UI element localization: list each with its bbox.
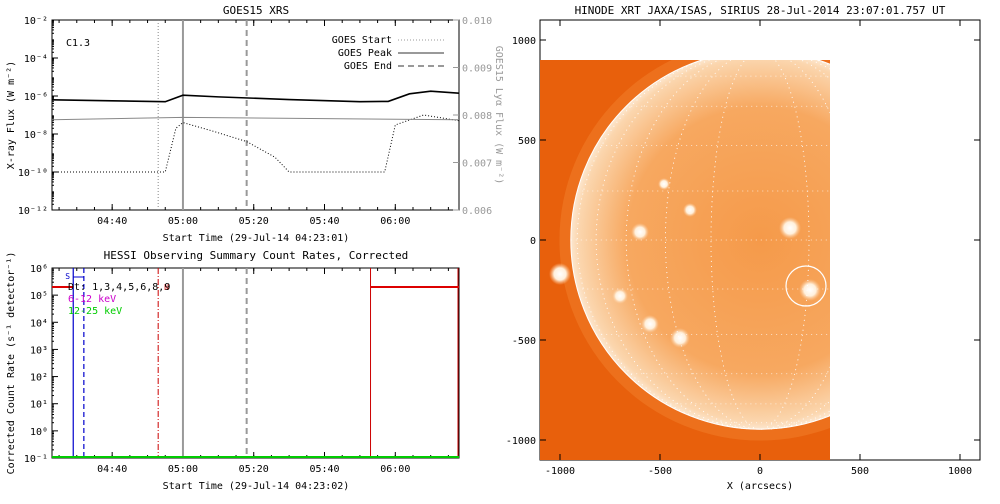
- goes-y2-axis: 0.010 0.009 0.008 0.007 0.006: [453, 16, 492, 217]
- goes-series-long: [52, 90, 459, 103]
- y-tick-label: 10⁻⁸: [24, 130, 48, 141]
- x-tick-label: -1000: [545, 466, 575, 477]
- y-tick-label: 10⁻¹: [24, 454, 48, 465]
- x-tick-label: 05:00: [168, 216, 198, 227]
- xrt-x-axis: -1000 -500 0 500 1000: [545, 20, 972, 477]
- goes-series-short: [52, 114, 459, 173]
- y-tick-label: 10⁶: [30, 264, 48, 275]
- x-tick-label: 05:20: [239, 216, 269, 227]
- hessi-x-label: Start Time (29-Jul-14 04:23:02): [163, 481, 350, 492]
- y-tick-label: 10⁰: [30, 427, 48, 438]
- y2-tick-label: 0.006: [462, 206, 492, 217]
- goes-title: GOES15 XRS: [223, 4, 289, 17]
- y2-tick-label: 0.009: [462, 64, 492, 75]
- hessi-flag-n: N: [164, 283, 169, 292]
- goes-x-label: Start Time (29-Jul-14 04:23:01): [163, 233, 350, 244]
- y-tick-label: 10²: [30, 373, 48, 384]
- xrt-bright-region: [631, 223, 649, 241]
- x-tick-label: 05:00: [168, 464, 198, 475]
- y2-tick-label: 0.010: [462, 16, 492, 27]
- x-tick-label: 04:40: [97, 464, 127, 475]
- y-tick-label: 0: [530, 236, 536, 247]
- xrt-bright-region: [683, 203, 697, 217]
- goes-x-axis: 04:40 05:00 05:20 05:40 06:00: [58, 20, 449, 227]
- x-tick-label: 04:40: [97, 216, 127, 227]
- hessi-series: [52, 285, 459, 458]
- goes-series-lya: [52, 116, 459, 121]
- goes-plot-frame: [51, 19, 460, 211]
- x-tick-label: 06:00: [380, 216, 410, 227]
- xrt-bright-region: [549, 263, 571, 285]
- xrt-highlight-circle: [785, 265, 827, 307]
- hessi-legend-label: Dt: 1,3,4,5,6,8,9: [68, 282, 170, 293]
- goes-legend: GOES Start GOES Peak GOES End: [332, 35, 444, 72]
- hessi-markers: [72, 268, 459, 458]
- hessi-legend-label: 6-12 keV: [68, 294, 116, 305]
- hessi-legend-label: 12-25 keV: [68, 306, 122, 317]
- y-tick-label: 10⁴: [30, 318, 48, 329]
- y-tick-label: 500: [518, 136, 536, 147]
- xrt-bright-region: [612, 288, 628, 304]
- xrt-title: HINODE XRT JAXA/ISAS, SIRIUS 28-Jul-2014…: [575, 4, 946, 17]
- y2-tick-label: 0.008: [462, 111, 492, 122]
- x-tick-label: 05:40: [309, 464, 339, 475]
- hessi-flag-s: S: [65, 272, 70, 281]
- y-tick-label: 10⁻⁶: [24, 92, 48, 103]
- goes-legend-label: GOES Peak: [338, 48, 392, 59]
- xrt-limb: [570, 60, 830, 430]
- goes-series: [52, 90, 459, 173]
- xrt-solar-image: [540, 60, 830, 460]
- x-tick-label: 0: [757, 466, 763, 477]
- y-tick-label: 10³: [30, 345, 48, 356]
- x-tick-label: 1000: [948, 466, 972, 477]
- xrt-bright-region: [641, 315, 659, 333]
- xrt-image-content: [540, 60, 830, 460]
- goes-y-label: X-ray Flux (W m⁻²): [6, 61, 17, 169]
- x-tick-label: 05:40: [309, 216, 339, 227]
- hessi-y-axis: 10⁶ 10⁵ 10⁴ 10³ 10² 10¹ 10⁰ 10⁻¹: [24, 264, 58, 465]
- goes-annotation: C1.3: [66, 38, 90, 49]
- xrt-longitude-line: [595, 60, 830, 430]
- y-tick-label: -500: [512, 336, 536, 347]
- xrt-y-axis: 1000 500 0 -500 -1000: [506, 36, 980, 447]
- hessi-title: HESSI Observing Summary Count Rates, Cor…: [104, 249, 409, 262]
- y-tick-label: 10⁻⁴: [24, 54, 48, 65]
- y-tick-label: 1000: [512, 36, 536, 47]
- x-tick-label: -500: [648, 466, 672, 477]
- xrt-bright-region: [779, 217, 801, 239]
- xrt-bright-region: [799, 279, 821, 301]
- hessi-x-axis: 04:40 05:00 05:20 05:40 06:00: [58, 268, 449, 475]
- goes-event-markers: [157, 20, 248, 210]
- y-tick-label: 10¹: [30, 400, 48, 411]
- y2-tick-label: 0.007: [462, 159, 492, 170]
- x-tick-label: 500: [851, 466, 869, 477]
- xrt-bright-region: [670, 328, 690, 348]
- y-tick-label: 10⁻²: [24, 16, 48, 27]
- y-tick-label: 10⁵: [30, 291, 48, 302]
- xrt-longitude-line: [710, 60, 810, 430]
- y-tick-label: -1000: [506, 436, 536, 447]
- goes-y2-label: GOES15 Lyα Flux (W m⁻²): [493, 46, 504, 184]
- y-tick-label: 10⁻¹⁰: [18, 168, 48, 179]
- goes-legend-label: GOES Start: [332, 35, 392, 46]
- y-tick-label: 10⁻¹²: [18, 206, 48, 217]
- goes-legend-label: GOES End: [344, 61, 392, 72]
- xrt-bright-region: [658, 178, 670, 190]
- goes-y-axis: 10⁻² 10⁻⁴ 10⁻⁶ 10⁻⁸ 10⁻¹⁰ 10⁻¹²: [18, 16, 58, 217]
- hessi-y-label: Corrected Count Rate (s⁻¹ detector⁻¹): [6, 252, 17, 475]
- xrt-solar-disk: [570, 60, 830, 430]
- x-tick-label: 06:00: [380, 464, 410, 475]
- xrt-x-label: X (arcsecs): [727, 481, 793, 492]
- x-tick-label: 05:20: [239, 464, 269, 475]
